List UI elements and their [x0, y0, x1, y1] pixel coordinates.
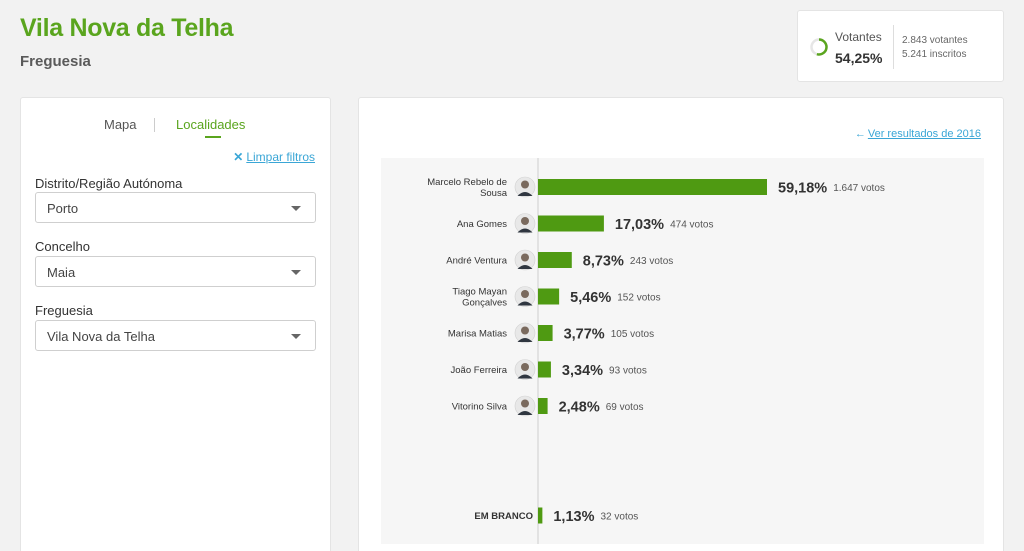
- freguesia-select-value: Vila Nova da Telha: [47, 329, 155, 344]
- category-label: Tiago Mayan: [452, 287, 507, 298]
- percent-label: 1,13%: [553, 509, 594, 525]
- concelho-label: Concelho: [35, 239, 90, 254]
- avatar-head-icon: [521, 399, 529, 408]
- turnout-label: Votantes: [835, 30, 882, 44]
- bar: [538, 507, 543, 524]
- distrito-label: Distrito/Região Autónoma: [35, 176, 183, 191]
- avatar-head-icon: [521, 326, 529, 335]
- avatar-body-icon: [517, 228, 533, 233]
- votes-label: 474 votos: [670, 220, 713, 231]
- category-label: Vitorino Silva: [452, 402, 508, 413]
- avatar-body-icon: [517, 411, 533, 415]
- votes-label: 32 votos: [600, 512, 638, 523]
- votes-label: 69 votos: [606, 402, 644, 413]
- turnout-percent: 54,25%: [835, 50, 883, 66]
- previous-results-label: Ver resultados de 2016: [867, 128, 981, 140]
- votes-label: 152 votos: [617, 293, 660, 304]
- bar: [538, 398, 548, 414]
- tab-mapa[interactable]: Mapa: [104, 117, 137, 132]
- view-tabs: Mapa Localidades: [21, 117, 330, 138]
- bar: [538, 325, 553, 341]
- avatar-head-icon: [521, 253, 529, 262]
- chevron-down-icon: [291, 206, 301, 211]
- category-label: Marcelo Rebelo de: [427, 177, 507, 188]
- distrito-select-value: Porto: [47, 201, 79, 216]
- results-panel: ← Ver resultados de 2016 Marcelo Rebelo d…: [358, 97, 1004, 551]
- avatar-head-icon: [521, 217, 529, 225]
- freguesia-select[interactable]: Vila Nova da Telha: [35, 320, 316, 351]
- avatar-head-icon: [521, 290, 529, 298]
- votes-label: 93 votos: [609, 366, 647, 377]
- avatar-body-icon: [517, 374, 533, 379]
- turnout-divider: [893, 25, 894, 69]
- avatar-body-icon: [517, 301, 533, 306]
- previous-results-link[interactable]: ← Ver resultados de 2016: [855, 128, 981, 140]
- bar: [538, 288, 560, 305]
- category-label: Gonçalves: [462, 298, 507, 309]
- distrito-select[interactable]: Porto: [35, 192, 316, 223]
- freguesia-label: Freguesia: [35, 303, 93, 318]
- category-label: Marisa Matias: [448, 329, 507, 340]
- avatar-body-icon: [517, 192, 533, 196]
- turnout-voters: 2.843 votantes: [902, 35, 968, 46]
- votes-label: 243 votos: [630, 256, 673, 267]
- bar: [538, 215, 604, 232]
- avatar-body-icon: [517, 265, 533, 269]
- close-icon: ✕: [233, 150, 244, 164]
- concelho-select[interactable]: Maia: [35, 256, 316, 287]
- clear-filters-link[interactable]: ✕ Limpar filtros: [233, 150, 315, 164]
- chevron-down-icon: [291, 270, 301, 275]
- votes-label: 105 votos: [611, 329, 654, 340]
- votes-label: 1.647 votos: [833, 183, 885, 194]
- category-label: EM BRANCO: [474, 511, 533, 522]
- page-title: Vila Nova da Telha: [20, 14, 234, 42]
- concelho-select-value: Maia: [47, 265, 76, 280]
- percent-label: 8,73%: [583, 254, 624, 270]
- filter-panel: Mapa Localidades ✕ Limpar filtros Distrit…: [20, 97, 331, 551]
- percent-label: 3,34%: [562, 363, 603, 379]
- arrow-left-icon: ←: [854, 128, 866, 140]
- bar: [538, 361, 551, 378]
- percent-label: 5,46%: [570, 290, 611, 306]
- avatar-head-icon: [521, 363, 529, 371]
- turnout-registered: 5.241 inscritos: [902, 49, 967, 60]
- avatar-body-icon: [517, 338, 533, 342]
- percent-label: 59,18%: [778, 181, 827, 197]
- bar: [538, 179, 767, 195]
- category-label: João Ferreira: [451, 365, 508, 376]
- results-chart: Marcelo Rebelo de Sousa 59,18% 1.647 votos A…: [381, 158, 984, 544]
- clear-filters-label: Limpar filtros: [246, 150, 315, 164]
- bar: [538, 252, 572, 268]
- percent-label: 3,77%: [564, 327, 605, 343]
- percent-label: 2,48%: [559, 400, 600, 416]
- category-label: André Ventura: [446, 256, 507, 267]
- chevron-down-icon: [291, 334, 301, 339]
- tab-localidades[interactable]: Localidades: [176, 117, 246, 132]
- turnout-progress-ring: [810, 38, 828, 56]
- percent-label: 17,03%: [615, 217, 664, 233]
- category-label: Sousa: [480, 188, 508, 199]
- page-subtitle: Freguesia: [20, 53, 91, 70]
- avatar-head-icon: [521, 180, 529, 189]
- category-label: Ana Gomes: [457, 219, 507, 230]
- tab-separator: [154, 118, 155, 132]
- tab-active-underline: [205, 136, 221, 138]
- turnout-card: Votantes 54,25% 2.843 votantes 5.241 ins…: [797, 10, 1004, 82]
